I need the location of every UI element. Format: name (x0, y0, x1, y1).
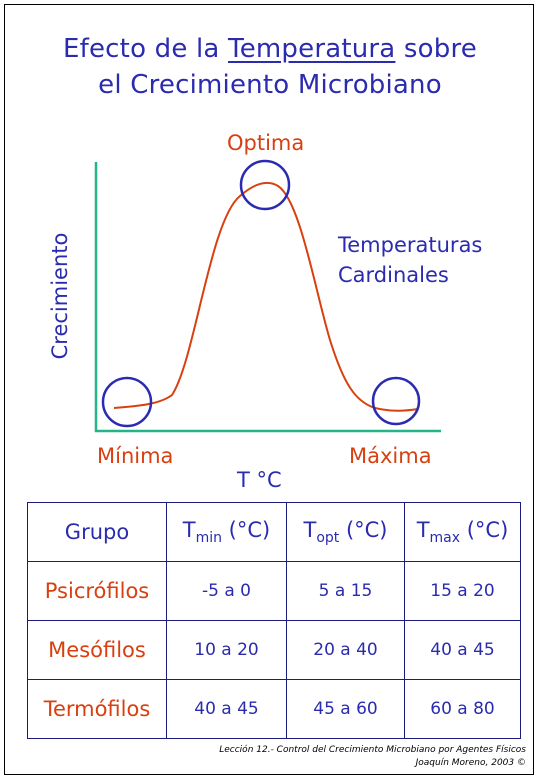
maxima-label: Máxima (349, 444, 432, 468)
row-topt: 5 a 15 (286, 561, 405, 621)
header-tmin: Tmin (°C) (166, 502, 287, 562)
title-underlined-word: Temperatura (228, 34, 396, 64)
page-title-line-2: el Crecimiento Microbiano (98, 70, 442, 100)
footer-line-2: Joaquín Moreno, 2003 © (415, 758, 526, 768)
growth-curve (113, 181, 419, 412)
row-tmax: 60 a 80 (404, 679, 521, 739)
table-row: Psicrófilos -5 a 0 5 a 15 15 a 20 (27, 561, 521, 621)
optima-label: Optima (227, 131, 305, 155)
minima-label: Mínima (97, 444, 174, 468)
row-topt: 45 a 60 (286, 679, 405, 739)
footer-line-1: Lección 12.- Control del Crecimiento Mic… (219, 745, 526, 755)
row-grupo: Psicrófilos (27, 561, 167, 621)
table-row: Termófilos 40 a 45 45 a 60 60 a 80 (27, 679, 521, 739)
y-axis-label: Crecimiento (48, 232, 72, 360)
row-grupo: Termófilos (27, 679, 167, 739)
minima-circle (101, 376, 153, 428)
table-row: Mesófilos 10 a 20 20 a 40 40 a 45 (27, 620, 521, 680)
page-title-line-1: Efecto de la Temperatura sobre (63, 34, 477, 64)
page-frame (4, 4, 534, 775)
row-tmin: 40 a 45 (166, 679, 287, 739)
header-topt: Topt (°C) (286, 502, 405, 562)
row-tmax: 15 a 20 (404, 561, 521, 621)
header-tmax: Tmax (°C) (404, 502, 521, 562)
cardinal-label-line-1: Temperaturas (338, 233, 483, 257)
row-tmin: -5 a 0 (166, 561, 287, 621)
growth-diagram (94, 159, 441, 433)
temperature-table: Grupo Tmin (°C) Topt (°C) Tmax (°C) Psic… (27, 502, 521, 739)
optima-circle (239, 159, 291, 211)
x-axis-label: T °C (237, 468, 282, 492)
maxima-circle (371, 376, 421, 426)
cardinal-label-line-2: Cardinales (338, 263, 449, 287)
table-header-row: Grupo Tmin (°C) Topt (°C) Tmax (°C) (27, 502, 521, 562)
row-tmax: 40 a 45 (404, 620, 521, 680)
row-grupo: Mesófilos (27, 620, 167, 680)
header-grupo: Grupo (27, 502, 167, 562)
row-topt: 20 a 40 (286, 620, 405, 680)
row-tmin: 10 a 20 (166, 620, 287, 680)
